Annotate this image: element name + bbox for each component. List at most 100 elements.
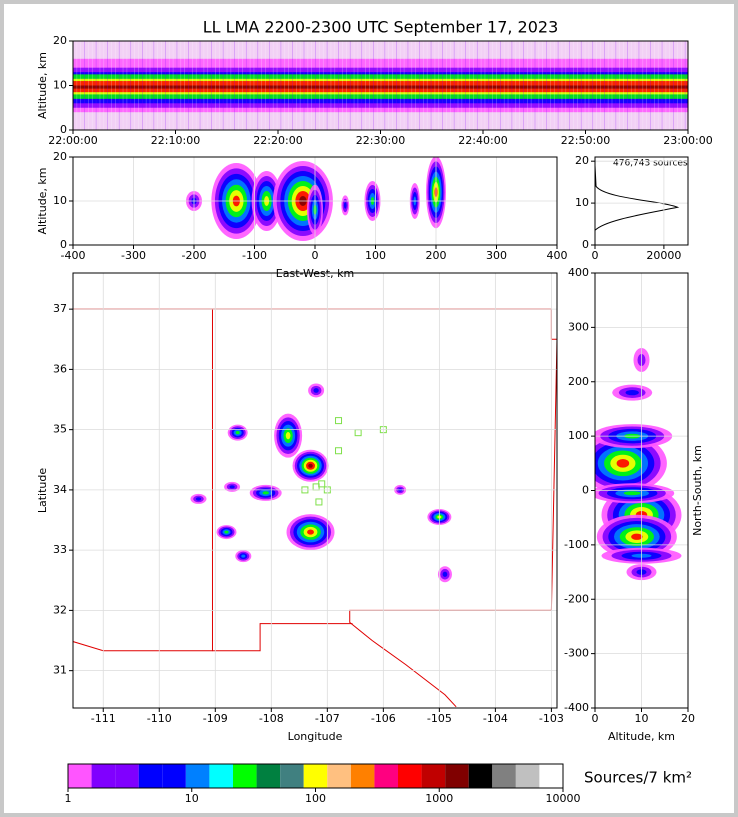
x-tick-label: 20 <box>681 712 695 725</box>
y-tick-label: 37 <box>53 302 67 315</box>
density <box>616 459 630 468</box>
north-south-panel: 0 10 20 -400 -300 -200 -100 0 100 200 300 400 Altitu… <box>564 266 704 743</box>
y-tick-label: 20 <box>575 154 589 167</box>
x-tick-label: 22:50:00 <box>561 134 610 147</box>
y-tick-label: 10 <box>575 196 589 209</box>
y-tick-label: 34 <box>53 483 67 496</box>
x-tick-label: 22:00:00 <box>48 134 97 147</box>
density <box>442 571 448 577</box>
x-tick-label: 0 <box>592 712 599 725</box>
colorbar-segment <box>303 764 328 788</box>
colorbar-label: Sources/7 km² <box>584 769 692 787</box>
x-tick-label: 22:30:00 <box>356 134 405 147</box>
plot-area <box>186 157 446 241</box>
y-tick-label: 20 <box>53 150 67 163</box>
x-tick-label: -110 <box>147 712 172 725</box>
band <box>73 85 688 89</box>
colorbar-segment <box>421 764 446 788</box>
station <box>312 483 320 491</box>
y-tick-label: 32 <box>53 603 67 616</box>
colorbar-segment <box>280 764 304 788</box>
x-tick-label: 10 <box>635 712 649 725</box>
plot-area <box>73 308 557 708</box>
y-tick-label: 0 <box>582 238 589 251</box>
y-tick-label: -300 <box>564 647 589 660</box>
profile-panel: 476,743 sources 0 20000 0 10 20 <box>575 154 689 262</box>
density <box>229 485 235 489</box>
density <box>195 497 202 501</box>
colorbar-segment <box>91 764 116 788</box>
density <box>224 530 229 534</box>
x-tick-label: 20000 <box>646 249 681 262</box>
colorbar-segment <box>398 764 422 788</box>
station <box>354 429 362 437</box>
y-axis-label: North-South, km <box>691 445 704 536</box>
tick-label: 1000 <box>425 792 453 805</box>
density <box>623 491 641 496</box>
x-tick-label: 23:00:00 <box>663 134 712 147</box>
density <box>241 554 246 558</box>
density <box>308 463 313 468</box>
tick-label: 10 <box>185 792 199 805</box>
station <box>335 447 343 455</box>
density <box>262 491 269 495</box>
profile-line <box>594 165 680 231</box>
y-tick-label: 200 <box>568 375 589 388</box>
x-tick-label: 400 <box>547 249 568 262</box>
colorbar-segment <box>492 764 516 788</box>
density <box>343 202 347 209</box>
y-tick-label: -200 <box>564 592 589 605</box>
density <box>235 431 240 435</box>
colorbar-segment <box>256 764 281 788</box>
y-tick-label: 33 <box>53 543 67 556</box>
x-tick-label: -111 <box>91 712 116 725</box>
axes-frame <box>72 40 689 131</box>
axes-frame <box>72 272 558 709</box>
chart-title: LL LMA 2200-2300 UTC September 17, 2023 <box>203 18 559 37</box>
tick-label: 1 <box>65 792 72 805</box>
x-tick-label: -107 <box>315 712 340 725</box>
colorbar-segment <box>350 764 375 788</box>
colorbar-segment <box>468 764 493 788</box>
y-tick-label: 10 <box>53 194 67 207</box>
colorbar-segment <box>138 764 163 788</box>
east-west-panel: -400 -300 -200 -100 0 100 200 300 40001020East-W… <box>36 150 568 280</box>
colorbar-segment <box>68 764 92 788</box>
colorbar-segment <box>162 764 186 788</box>
x-tick-label: -109 <box>203 712 228 725</box>
state-border <box>73 641 213 652</box>
state-border <box>211 309 353 652</box>
x-axis-label: Altitude, km <box>608 730 675 743</box>
y-tick-label: -400 <box>564 701 589 714</box>
density <box>631 533 643 540</box>
colorbar-segment <box>185 764 210 788</box>
y-tick-label: 0 <box>60 123 67 136</box>
colorbar-segment <box>209 764 233 788</box>
axes-frame <box>594 272 689 709</box>
tick-label: 10000 <box>546 792 581 805</box>
axes-frame <box>72 156 558 246</box>
x-tick-label: -105 <box>427 712 452 725</box>
x-tick-label: -103 <box>539 712 564 725</box>
colorbar-segment <box>327 764 351 788</box>
x-tick-label: -200 <box>182 249 207 262</box>
y-tick-label: 31 <box>53 664 67 677</box>
colorbar-segment <box>445 764 469 788</box>
y-axis-label: Altitude, km <box>36 167 49 234</box>
x-tick-label: -104 <box>483 712 508 725</box>
x-tick-label: 100 <box>365 249 386 262</box>
y-tick-label: 100 <box>568 429 589 442</box>
y-tick-label: 0 <box>60 238 67 251</box>
x-tick-label: -400 <box>61 249 86 262</box>
x-tick-label: 22:20:00 <box>253 134 302 147</box>
x-tick-label: -106 <box>371 712 396 725</box>
plot-area <box>73 41 688 130</box>
x-tick-label: -300 <box>121 249 146 262</box>
x-tick-label: -108 <box>259 712 284 725</box>
density <box>625 389 639 396</box>
x-tick-label: 300 <box>486 249 507 262</box>
